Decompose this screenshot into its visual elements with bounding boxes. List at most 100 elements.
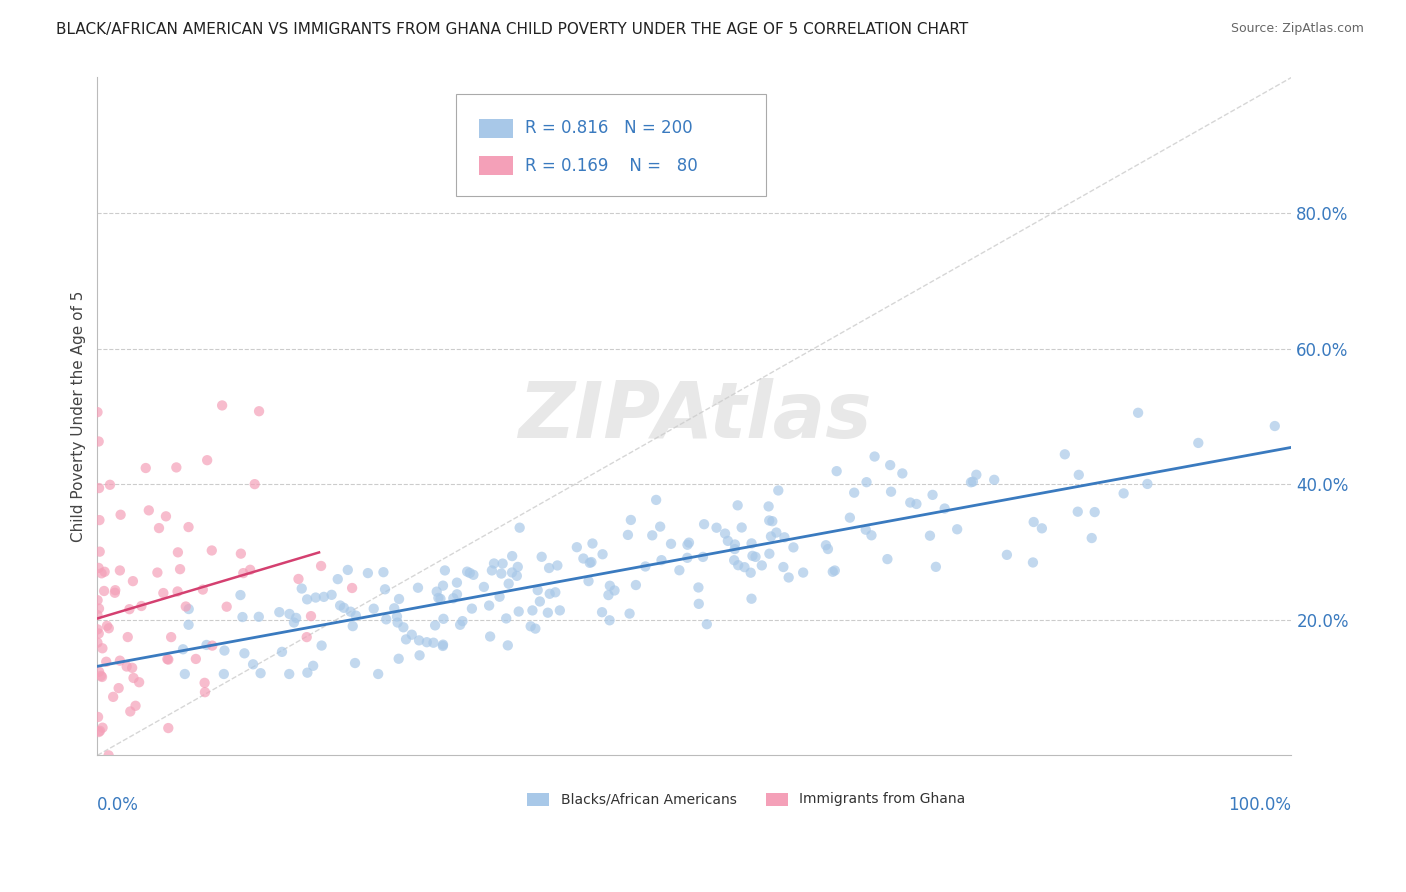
Point (579, 556, 602, 570)
Bar (527, 793, 548, 805)
Point (157, 652, 180, 666)
Point (659, 537, 682, 551)
Point (591, 605, 613, 619)
Point (501, 549, 523, 563)
Point (960, 475, 983, 490)
Point (427, 591, 450, 605)
Point (98, 477, 121, 491)
Point (392, 620, 415, 634)
Point (634, 559, 657, 574)
Point (921, 488, 943, 502)
Point (232, 566, 254, 581)
Point (529, 594, 551, 608)
Point (90, 566, 112, 581)
Point (408, 648, 430, 663)
Point (446, 575, 468, 590)
Point (645, 492, 668, 507)
Point (1126, 406, 1149, 420)
Point (526, 583, 548, 598)
Point (724, 537, 747, 551)
Point (792, 566, 814, 580)
Point (214, 643, 236, 657)
Point (329, 599, 352, 613)
Point (165, 460, 187, 475)
Point (824, 564, 846, 578)
Point (678, 535, 700, 549)
Point (530, 549, 553, 564)
Point (86, 608, 108, 623)
Bar (766, 793, 787, 805)
Point (363, 601, 385, 615)
Point (89, 513, 111, 527)
Point (285, 611, 308, 625)
Text: BLACK/AFRICAN AMERICAN VS IMMIGRANTS FROM GHANA CHILD POVERTY UNDER THE AGE OF 5: BLACK/AFRICAN AMERICAN VS IMMIGRANTS FRO… (56, 22, 969, 37)
Point (1084, 505, 1107, 519)
Point (87, 665, 110, 679)
Point (650, 519, 672, 533)
Point (538, 587, 561, 601)
Point (759, 529, 782, 543)
Point (395, 632, 418, 647)
Point (148, 521, 170, 535)
Text: R = 0.816   N = 200: R = 0.816 N = 200 (524, 120, 693, 137)
Point (87, 626, 110, 640)
Text: ZIPAtlas: ZIPAtlas (517, 378, 872, 454)
Point (426, 584, 449, 599)
Point (295, 592, 318, 607)
Point (758, 514, 780, 528)
Point (333, 600, 356, 615)
Point (86, 593, 108, 607)
Point (215, 599, 238, 614)
Point (572, 551, 595, 566)
Point (578, 574, 600, 588)
Point (406, 581, 429, 595)
Point (934, 501, 956, 516)
Point (1053, 447, 1076, 461)
FancyBboxPatch shape (456, 95, 766, 196)
Point (844, 485, 866, 500)
Point (617, 528, 640, 542)
Point (918, 529, 941, 543)
Point (676, 538, 699, 552)
Point (89, 723, 111, 738)
Point (441, 591, 464, 606)
Point (291, 582, 314, 596)
Point (339, 605, 361, 619)
Point (302, 658, 325, 673)
Point (592, 547, 614, 561)
Point (1187, 436, 1209, 450)
Point (758, 500, 780, 514)
Point (233, 646, 256, 660)
Point (522, 603, 544, 617)
Point (741, 549, 763, 563)
Point (727, 558, 749, 573)
Point (191, 582, 214, 597)
Point (692, 549, 714, 564)
Point (229, 547, 252, 561)
Point (451, 614, 474, 628)
Point (249, 666, 271, 681)
Point (1080, 531, 1102, 545)
Point (229, 588, 252, 602)
Point (173, 667, 195, 681)
Point (87, 725, 110, 739)
Point (156, 652, 179, 666)
Point (118, 602, 141, 616)
Point (90, 669, 112, 683)
Point (195, 453, 218, 467)
Point (91, 641, 114, 656)
Point (717, 533, 740, 548)
Point (96, 619, 118, 633)
Point (86, 635, 108, 649)
Point (433, 564, 456, 578)
Point (429, 591, 451, 606)
Point (385, 609, 408, 624)
Point (177, 520, 200, 534)
Point (603, 583, 626, 598)
Point (382, 601, 405, 615)
Point (87, 561, 110, 575)
Bar (479, 119, 513, 137)
Point (157, 721, 180, 735)
Point (305, 591, 328, 605)
Point (538, 561, 561, 575)
